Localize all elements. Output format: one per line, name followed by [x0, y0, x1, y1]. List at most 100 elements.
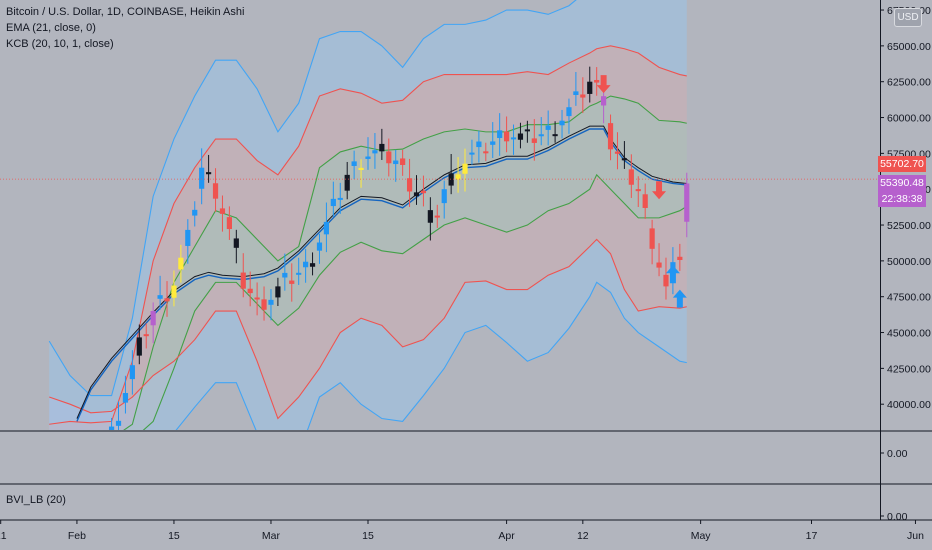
candle-body	[226, 217, 232, 230]
price-axis[interactable]: 67500.0065000.0062500.0060000.0057500.00…	[880, 5, 931, 523]
band-line-outer-lower	[175, 281, 687, 430]
current-price-tag: 55390.48	[878, 175, 926, 191]
candle-body	[656, 262, 662, 268]
candle-body	[323, 221, 330, 235]
price-tick-label: 40000.00	[887, 399, 931, 411]
candle-body	[164, 298, 170, 302]
candle-body	[642, 194, 648, 208]
candle-body	[282, 272, 288, 278]
time-axis[interactable]: 21 Feb 15 Mar 15 Apr 12 May 17 Jun	[0, 520, 924, 542]
candle-body	[614, 151, 621, 154]
price-tick-label: 52500.00	[887, 220, 931, 232]
time-tick-label: Feb	[68, 530, 86, 542]
price-tick-label: 60000.00	[887, 113, 931, 125]
band-fill-lower-outer	[49, 239, 687, 430]
candle-body	[143, 334, 149, 337]
candle-body	[268, 299, 274, 305]
band-fill-lower-mid	[49, 174, 687, 430]
candle-body	[372, 150, 378, 154]
candle-body	[503, 131, 510, 142]
candle-body	[316, 242, 323, 251]
candle-body	[212, 183, 219, 199]
candle-body	[573, 91, 579, 95]
time-tick-label: 21	[0, 530, 7, 542]
candle-body	[434, 215, 440, 218]
currency-badge[interactable]: USD	[894, 8, 922, 27]
candle-body	[185, 229, 191, 246]
indicator-tick-label: 0.00	[887, 448, 908, 460]
band-line-inner-lower	[142, 173, 688, 430]
candle-body	[545, 125, 551, 130]
candle-body	[192, 209, 198, 216]
candle-body	[510, 137, 517, 140]
price-tick-label: 47500.00	[887, 292, 931, 304]
candle-body	[420, 190, 427, 194]
candle-body	[441, 189, 447, 204]
chart-frame	[0, 0, 932, 521]
candle-body	[649, 228, 655, 249]
candle-body	[122, 393, 129, 403]
candle-body	[219, 208, 226, 214]
candle-body	[393, 160, 399, 165]
band-line-mid-upper	[49, 45, 687, 425]
candle-body	[275, 286, 281, 298]
candle-body	[427, 210, 433, 223]
candle-body	[455, 174, 461, 180]
candle-body	[309, 263, 316, 267]
time-tick-label: May	[691, 530, 712, 542]
price-tick-label: 42500.00	[887, 363, 931, 375]
candle-body	[635, 189, 641, 192]
countdown-tag: 22:38:38	[878, 191, 926, 207]
candle-body	[344, 174, 350, 191]
price-tick-label: 62500.00	[887, 77, 931, 89]
candle-body	[261, 299, 267, 310]
indicator-tick-label: 0.00	[887, 511, 908, 523]
legend-bvi[interactable]: BVI_LB (20)	[6, 494, 66, 506]
price-tick-label: 65000.00	[887, 41, 931, 53]
time-tick-label: Mar	[262, 530, 281, 542]
candle-body	[247, 288, 253, 294]
time-tick-label: 15	[362, 530, 374, 542]
band-fill-upper-outer	[49, 0, 687, 425]
candle-body	[254, 297, 260, 300]
candle-body	[386, 151, 392, 164]
sell-arrow-icon	[652, 181, 667, 200]
time-tick-label: Jun	[907, 530, 924, 542]
candle-body	[351, 161, 357, 166]
candle-body	[157, 295, 163, 299]
legend-ema[interactable]: EMA (21, close, 0)	[6, 22, 96, 34]
time-tick-label: Apr	[498, 530, 515, 542]
candles	[108, 66, 690, 430]
candle-body	[303, 261, 309, 268]
candle-body	[497, 130, 503, 139]
candle-body	[115, 420, 122, 426]
time-tick-label: 15	[168, 530, 180, 542]
candle-body	[171, 285, 177, 298]
candle-body	[531, 138, 537, 143]
candle-body	[538, 134, 544, 137]
indicator-lines	[76, 125, 687, 422]
keltner-bands	[48, 0, 688, 430]
candle-body	[677, 256, 683, 261]
candle-body	[448, 173, 454, 186]
legend-kcb[interactable]: KCB (20, 10, 1, close)	[6, 38, 114, 50]
sell-arrow-icon	[596, 75, 611, 94]
candle-body	[178, 257, 184, 270]
candle-body	[108, 426, 115, 430]
legend-title[interactable]: Bitcoin / U.S. Dollar, 1D, COINBASE, Hei…	[6, 6, 245, 18]
price-tick-label: 50000.00	[887, 256, 931, 268]
time-tick-label: 12	[577, 530, 589, 542]
candle-body	[289, 280, 295, 284]
time-tick-label: 17	[806, 530, 818, 542]
price-tick-label: 45000.00	[887, 328, 931, 340]
candle-body	[552, 134, 558, 137]
candle-body	[129, 365, 135, 380]
candle-body	[580, 94, 586, 98]
candle-body	[206, 172, 212, 175]
buy-arrow-icon	[672, 289, 687, 308]
candle-body	[587, 81, 593, 94]
candle-body	[524, 129, 530, 132]
candle-body	[330, 198, 336, 207]
buy-arrow-icon	[665, 265, 680, 284]
